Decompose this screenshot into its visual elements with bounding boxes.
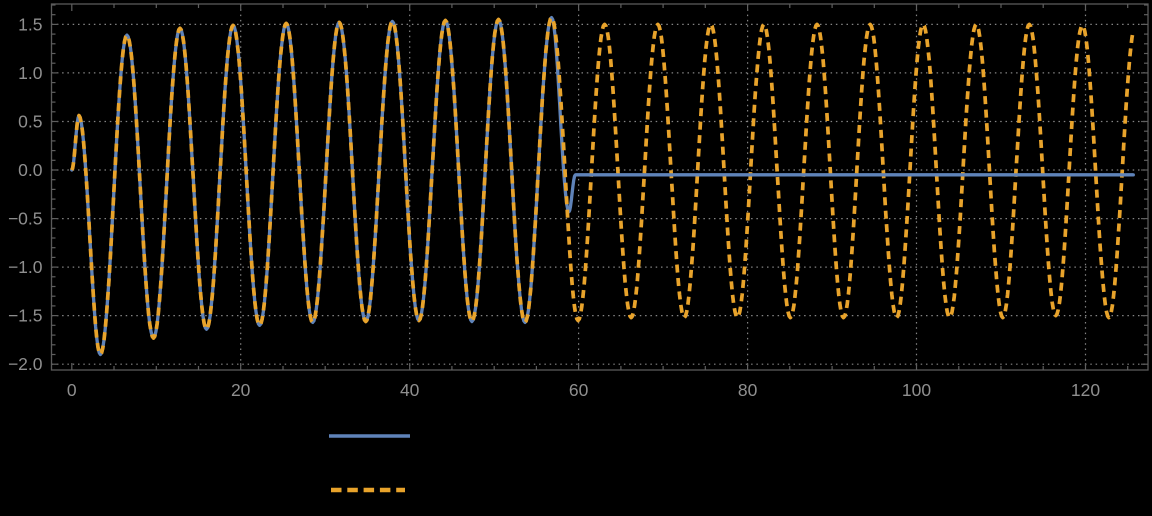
y-tick-label: −2.0 [8,354,43,374]
x-tick-label: 20 [231,380,251,400]
y-tick-label: 1.5 [18,14,42,34]
x-tick-label: 120 [1071,380,1100,400]
y-tick-label: 0.5 [18,112,42,132]
plot-frame [50,3,1149,371]
series-solid-curve [70,15,1135,357]
x-tick-label: 80 [738,380,758,400]
y-tick-label: 1.0 [18,63,43,83]
y-tick-label: −0.5 [8,209,43,229]
x-tick-label: 60 [569,380,589,400]
x-tick-label: 0 [67,380,77,400]
y-tick-label: −1.0 [8,257,43,277]
series-dashed-curve [70,15,1136,357]
x-tick-label: 40 [400,380,420,400]
x-tick-label: 100 [902,380,931,400]
y-tick-label: 0.0 [18,160,43,180]
y-tick-label: −1.5 [8,306,43,326]
